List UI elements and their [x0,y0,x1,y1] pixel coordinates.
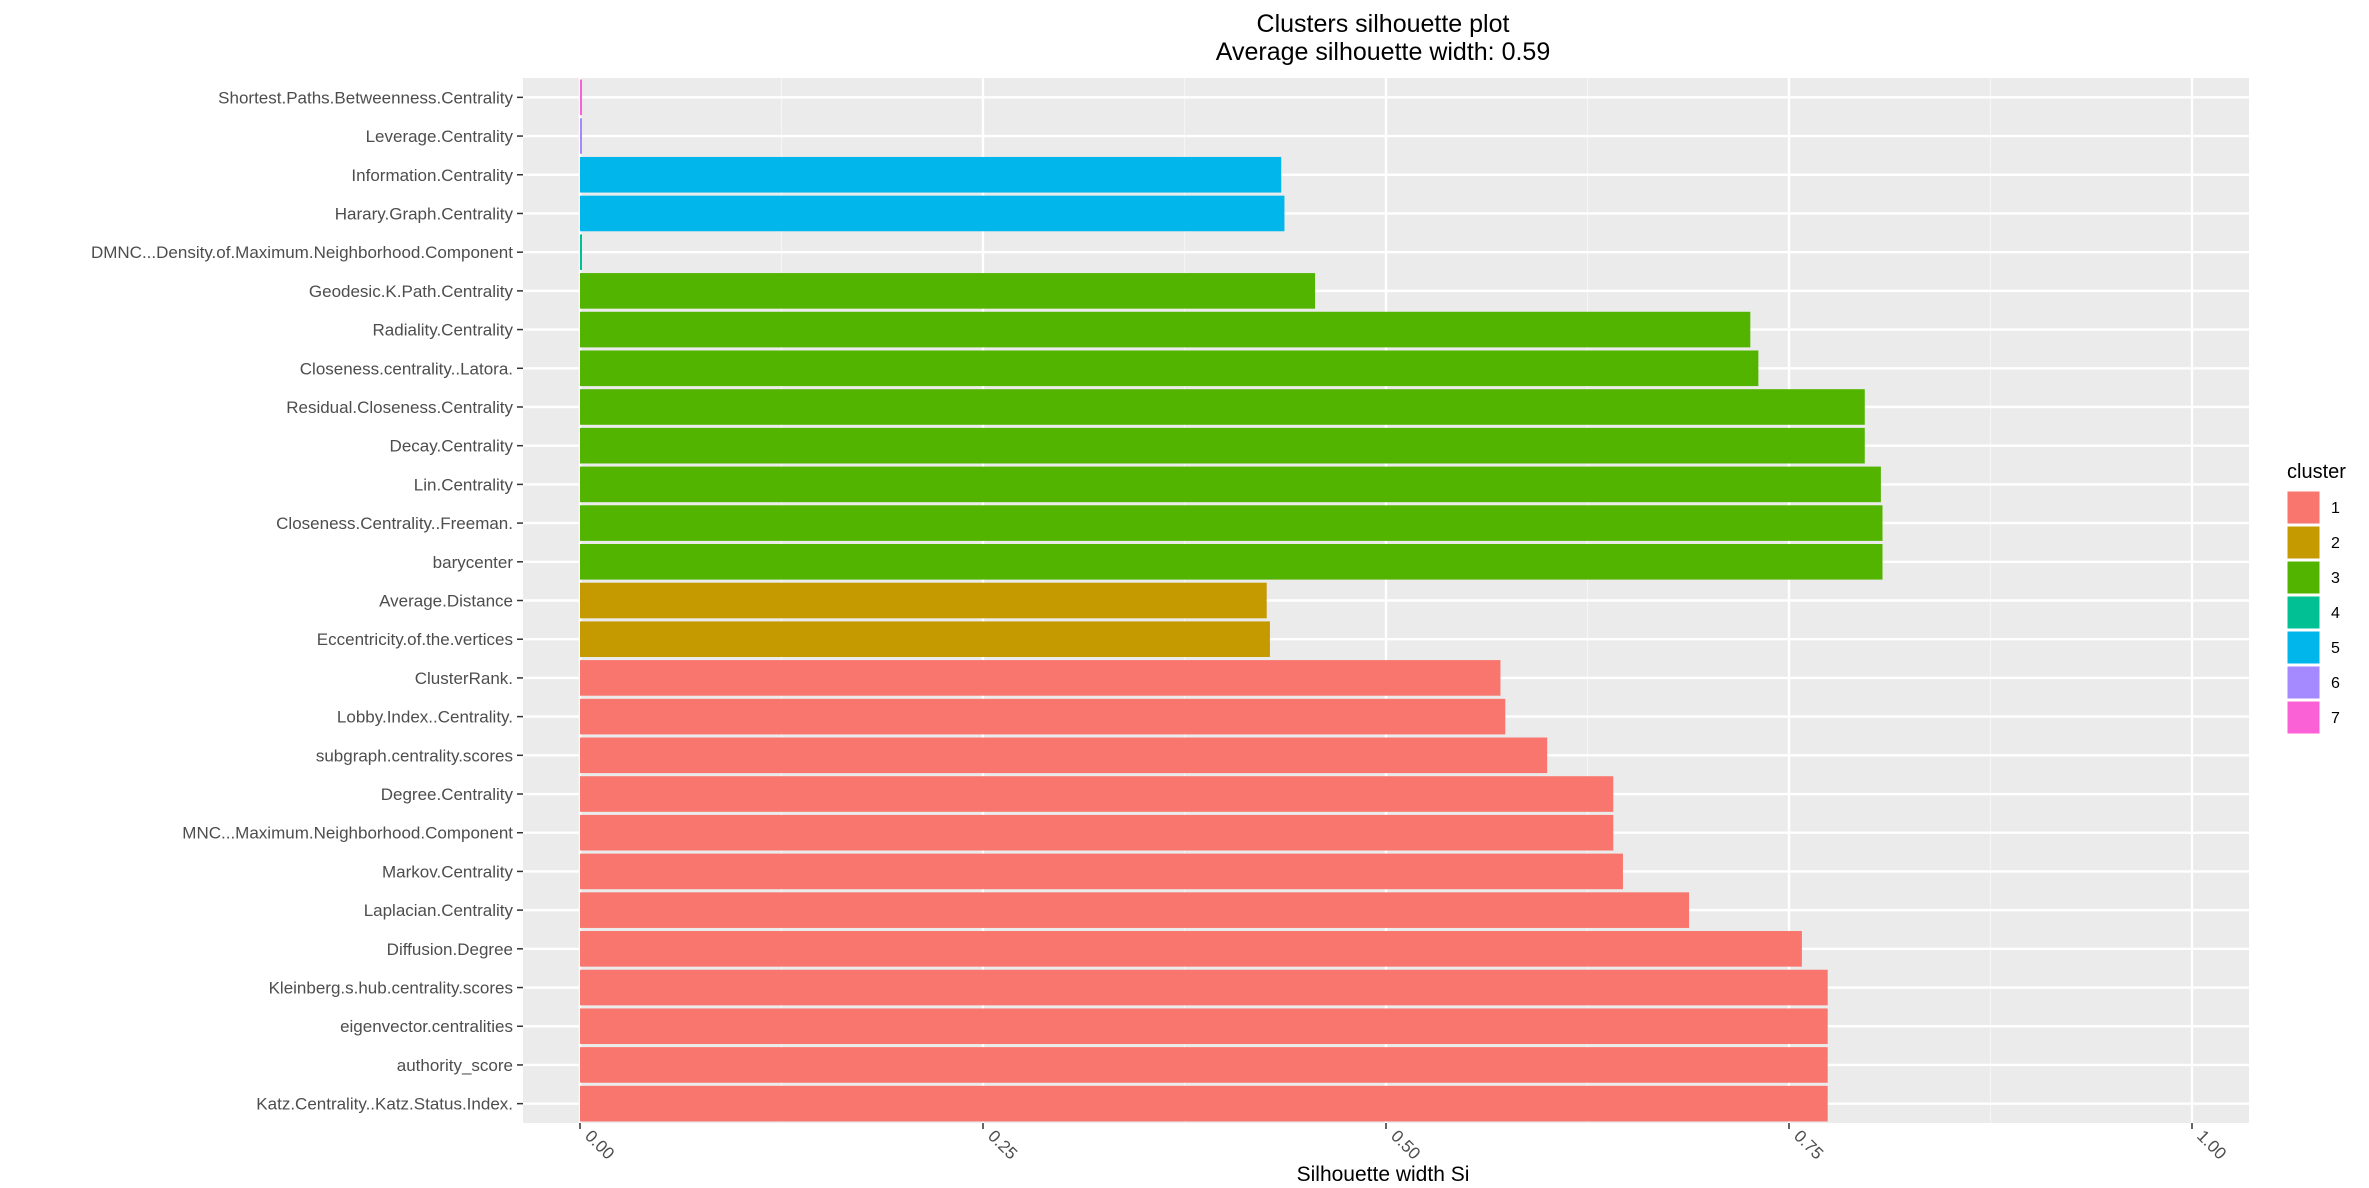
bar [580,853,1623,890]
y-tick-label: Shortest.Paths.Betweenness.Centrality [218,88,513,107]
legend-label: 5 [2331,640,2340,657]
x-axis-label: Silhouette width Si [1297,1163,1470,1186]
y-tick-label: Lin.Centrality [414,475,514,494]
legend-key [2286,490,2321,525]
y-tick-label: MNC...Maximum.Neighborhood.Component [182,824,513,843]
bar [580,543,1883,580]
legend-label: 6 [2331,675,2340,692]
x-tick-label: 1.00 [2193,1126,2230,1163]
legend-label: 3 [2331,570,2340,587]
bar [580,737,1548,774]
legend-label: 2 [2331,535,2340,552]
bar [580,79,582,116]
y-tick-label: ClusterRank. [415,669,513,688]
y-tick-label: Harary.Graph.Centrality [335,204,514,223]
y-tick-label: Information.Centrality [351,166,513,185]
y-tick-label: Radiality.Centrality [373,321,514,340]
x-tick-label: 0.50 [1387,1126,1424,1163]
legend-label: 7 [2331,710,2340,727]
y-tick-label: Degree.Centrality [381,785,514,804]
bar [580,234,582,270]
y-tick-label: Katz.Centrality..Katz.Status.Index. [256,1095,513,1114]
legend-key [2286,560,2321,595]
legend-key [2286,595,2321,630]
x-tick-label: 0.75 [1790,1126,1827,1163]
legend-label: 4 [2331,605,2340,622]
legend-key [2286,665,2321,700]
bars-group [580,79,1883,1122]
bar [580,814,1614,851]
y-tick-label: Leverage.Centrality [366,127,514,146]
bar [580,505,1883,541]
legend-items: 1 2 3 4 5 6 7 [2286,490,2340,735]
y-tick-label: Diffusion.Degree [387,940,513,959]
x-tick-label: 0.25 [984,1126,1021,1163]
y-tick-label: Markov.Centrality [382,862,513,881]
y-tick-label: subgraph.centrality.scores [316,746,513,765]
y-axis-ticks: Shortest.Paths.Betweenness.Centrality Lev… [91,88,523,1114]
y-tick-label: Residual.Closeness.Centrality [286,398,513,417]
bar [580,698,1506,735]
bar [580,195,1285,232]
bar [580,969,1828,1006]
bar [580,389,1865,425]
bar [580,350,1759,387]
bar [580,273,1316,309]
bar [580,660,1501,696]
y-tick-label: Closeness.centrality..Latora. [300,359,513,378]
legend: cluster 1 2 3 4 5 6 7 [2286,461,2346,735]
y-tick-label: Laplacian.Centrality [364,901,514,920]
x-axis-ticks: 0.00 0.25 0.50 0.75 1.00 [579,1123,2230,1163]
bar [580,311,1751,348]
bar [580,621,1270,658]
y-tick-label: DMNC...Density.of.Maximum.Neighborhood.C… [91,243,513,262]
y-tick-label: Closeness.Centrality..Freeman. [276,514,513,533]
bar [580,1085,1828,1122]
bar [580,776,1614,812]
legend-title: cluster [2287,461,2346,483]
legend-key [2286,700,2321,735]
y-tick-label: Eccentricity.of.the.vertices [317,630,513,649]
y-tick-label: Decay.Centrality [390,437,514,456]
y-tick-label: Kleinberg.s.hub.centrality.scores [269,979,513,998]
bar [580,892,1690,928]
chart-title: Clusters silhouette plot [1257,10,1510,38]
bar [580,427,1865,464]
bar [580,1008,1828,1045]
y-tick-label: authority_score [397,1056,513,1075]
y-tick-label: eigenvector.centralities [340,1017,513,1036]
y-tick-label: Average.Distance [379,592,513,611]
bar [580,466,1881,503]
bar [580,1047,1828,1083]
y-tick-label: Geodesic.K.Path.Centrality [309,282,514,301]
bar [580,118,582,154]
x-tick-label: 0.00 [581,1126,618,1163]
y-tick-label: Lobby.Index..Centrality. [337,708,513,727]
legend-key [2286,525,2321,560]
bar [580,931,1802,967]
bar [580,582,1267,619]
legend-label: 1 [2331,500,2340,517]
bar [580,156,1282,193]
chart-subtitle: Average silhouette width: 0.59 [1216,38,1551,66]
legend-key [2286,630,2321,665]
y-tick-label: barycenter [433,553,514,572]
